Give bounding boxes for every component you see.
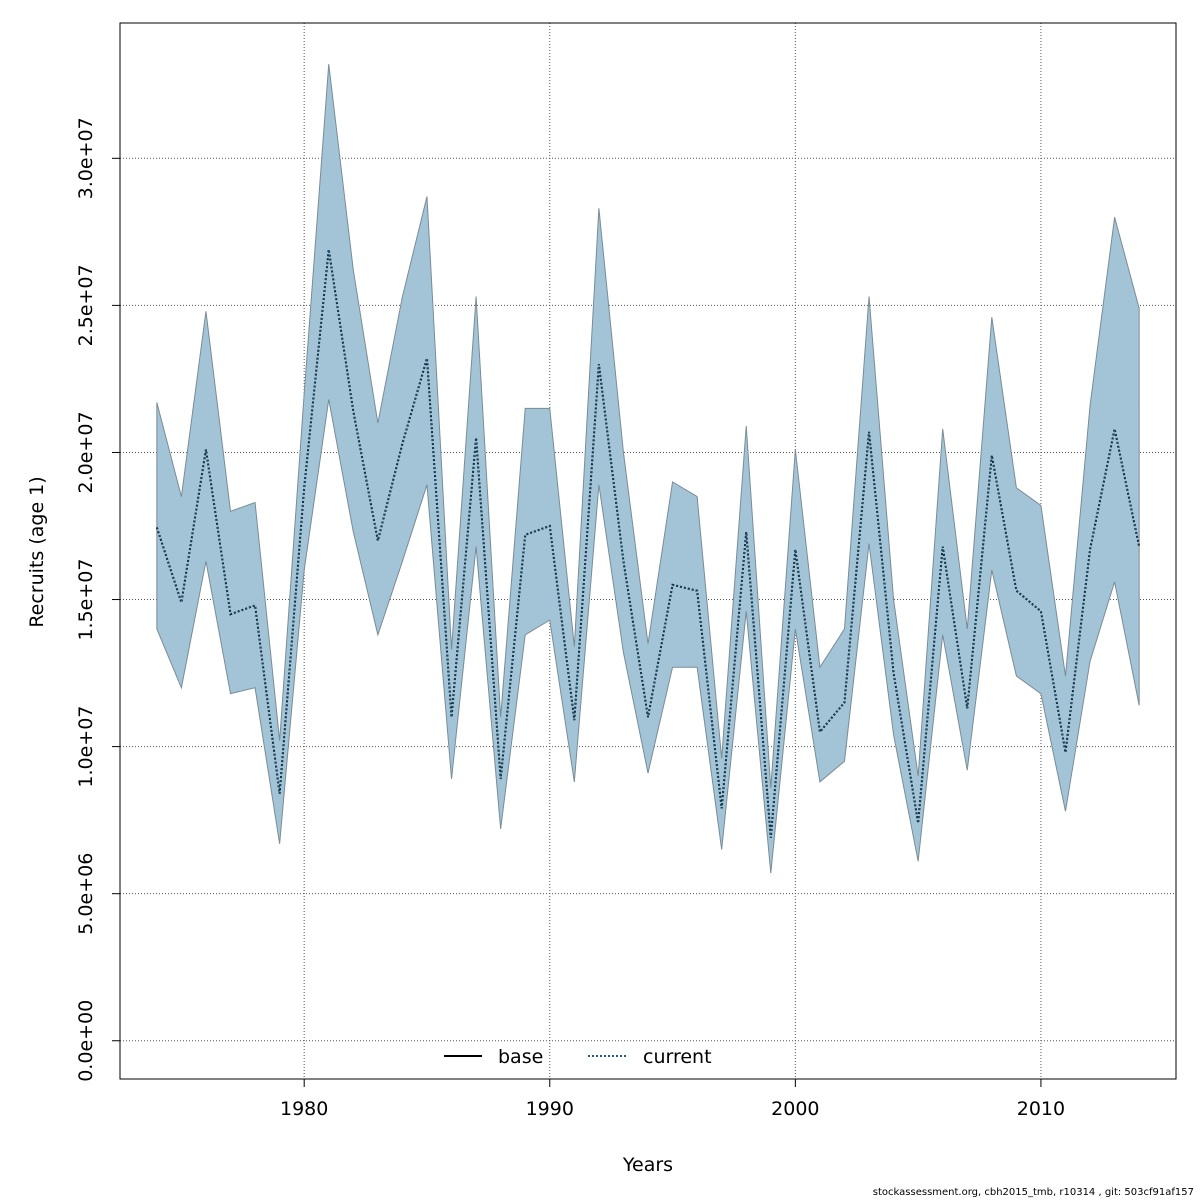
y-tick-label-0: 0.0e+00 (75, 1000, 97, 1082)
y-tick-label-2: 1.0e+07 (75, 706, 97, 788)
footer-credit: stockassessment.org, cbh2015_tmb, r10314… (872, 1187, 1194, 1198)
x-axis: 1980 1990 2000 2010 (280, 1079, 1065, 1120)
y-tick-label-5: 2.5e+07 (75, 264, 97, 346)
plot-frame (119, 22, 1177, 1080)
y-axis-label: Recruits (age 1) (26, 476, 48, 627)
y-tick-label-4: 2.0e+07 (75, 411, 97, 493)
y-axis: 0.0e+00 5.0e+06 1.0e+07 1.5e+07 2.0e+07 2.5e+… (75, 117, 120, 1082)
y-tick-label-3: 1.5e+07 (75, 559, 97, 641)
legend-label-base: base (498, 1046, 543, 1068)
legend: base current (444, 1046, 712, 1068)
y-tick-label-6: 3.0e+07 (75, 117, 97, 199)
legend-label-current: current (643, 1046, 712, 1068)
x-tick-label-1990: 1990 (526, 1098, 574, 1120)
series-line-current (156, 249, 1140, 838)
x-tick-label-1980: 1980 (280, 1098, 328, 1120)
x-tick-label-2010: 2010 (1017, 1098, 1065, 1120)
y-tick-label-1: 5.0e+06 (75, 853, 97, 935)
x-axis-label: Years (622, 1154, 673, 1176)
x-tick-label-2000: 2000 (771, 1098, 819, 1120)
